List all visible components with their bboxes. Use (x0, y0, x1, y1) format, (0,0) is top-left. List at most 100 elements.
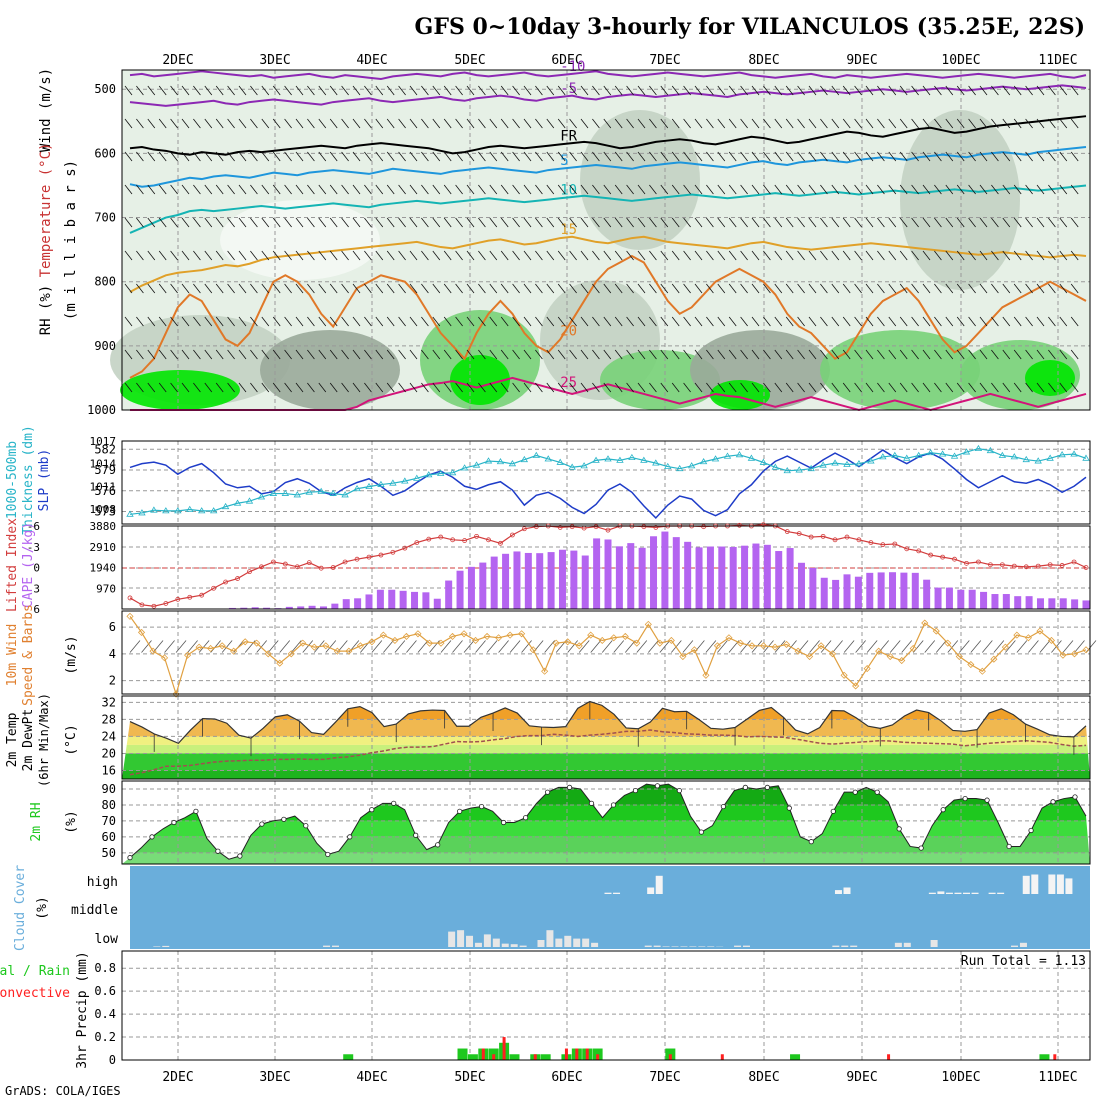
wind-barb (614, 349, 623, 360)
wind-barb (569, 250, 577, 261)
cape-frame (121, 525, 1091, 610)
thickness-point (233, 499, 242, 506)
wind-barb (865, 283, 874, 294)
wind-barb (649, 283, 657, 294)
wind-barb (1059, 283, 1068, 294)
wind-barb (295, 118, 304, 129)
wind-barb (922, 217, 931, 228)
wind-barb (475, 640, 486, 653)
rh-point (369, 807, 375, 813)
wind-barb (193, 85, 201, 96)
thickness-point (723, 452, 732, 459)
time-label-top: 2DEC (162, 53, 193, 68)
wind-barb (569, 184, 577, 195)
cape-bar (627, 543, 635, 609)
wind-barb (1036, 349, 1045, 360)
lifted-index-point (832, 537, 838, 543)
cape-bar (741, 545, 749, 609)
wind-barb (626, 151, 634, 162)
wind-barb (261, 118, 270, 129)
wind-barb (557, 151, 566, 162)
wind-barb (991, 118, 999, 129)
cape-bar (763, 544, 771, 609)
wind-barb (170, 184, 178, 195)
wind-speed-point (656, 639, 664, 647)
wind-barb (1025, 151, 1033, 162)
thickness-point (891, 451, 899, 458)
rh-point (830, 808, 836, 814)
low-cloud-bar (850, 945, 858, 947)
cape-bar (684, 541, 692, 609)
temp-band (122, 719, 1090, 737)
temp-band (122, 753, 1090, 771)
wind-barb (364, 118, 372, 129)
lifted-index-point (868, 540, 874, 545)
wind-barb (899, 316, 908, 327)
wind-barb (877, 250, 885, 261)
wind-barb (352, 349, 361, 360)
rh-shading (820, 330, 980, 410)
wind-barb (820, 184, 828, 195)
wind-barb (204, 250, 213, 261)
temp-band (122, 736, 1090, 745)
wind-barb (626, 217, 634, 228)
rh-band (122, 788, 1090, 805)
wind-barb (580, 151, 589, 162)
wind-barb (409, 184, 418, 195)
wind-barb (649, 250, 657, 261)
wind-barb (272, 85, 281, 96)
wind-barb (158, 151, 167, 162)
wind-barb (751, 151, 760, 162)
rh-tick: 80 (102, 798, 116, 812)
label-millibars: (m i l l i b a r s) (63, 160, 79, 320)
wind-barb (831, 382, 840, 393)
wind-barb (956, 118, 965, 129)
thickness-point (317, 487, 325, 494)
wind-barb (706, 118, 714, 129)
wind-barb (945, 184, 954, 195)
wind-barb (831, 85, 840, 96)
rh-shading (120, 370, 240, 410)
temp-tick: 16 (102, 763, 116, 777)
wind-barb (1013, 382, 1022, 393)
wind-barb (272, 217, 281, 228)
cape-bar (866, 572, 874, 609)
wind-barb (546, 217, 555, 228)
wind-barb (877, 151, 885, 162)
wind-barb (284, 382, 292, 393)
wind-barb (671, 349, 680, 360)
wind-barb (877, 349, 885, 360)
wind-barb (694, 85, 703, 96)
thickness-point (962, 448, 971, 455)
wind-barb (170, 85, 178, 96)
thickness-point (186, 505, 194, 512)
cape-bar (650, 536, 658, 609)
thickness-point (281, 489, 290, 496)
wind-barb (956, 217, 965, 228)
wind-barb (603, 250, 612, 261)
wind-barb (284, 184, 292, 195)
wind-barb (500, 151, 509, 162)
wind-barb (991, 250, 999, 261)
wind-barb (318, 118, 327, 129)
wind-barb (489, 217, 498, 228)
wind-barb (158, 250, 167, 261)
wind-barb (443, 85, 452, 96)
wind-barb (728, 217, 737, 228)
wind-barb (158, 382, 167, 393)
wind-barb (592, 118, 600, 129)
wind-barb (694, 217, 703, 228)
wind-barb (386, 382, 395, 393)
thickness-point (580, 462, 588, 469)
wind-barb (854, 217, 862, 228)
rh-point (215, 848, 221, 854)
wind-barb (455, 382, 463, 393)
wind-barb (637, 151, 646, 162)
cape-bar (445, 580, 453, 609)
wind-barb (489, 85, 498, 96)
wind-barb (523, 349, 532, 360)
wind-barb (740, 217, 748, 228)
lifted-index-point (533, 524, 539, 530)
low-cloud-bar (671, 946, 679, 947)
lifted-index-point (510, 532, 515, 538)
